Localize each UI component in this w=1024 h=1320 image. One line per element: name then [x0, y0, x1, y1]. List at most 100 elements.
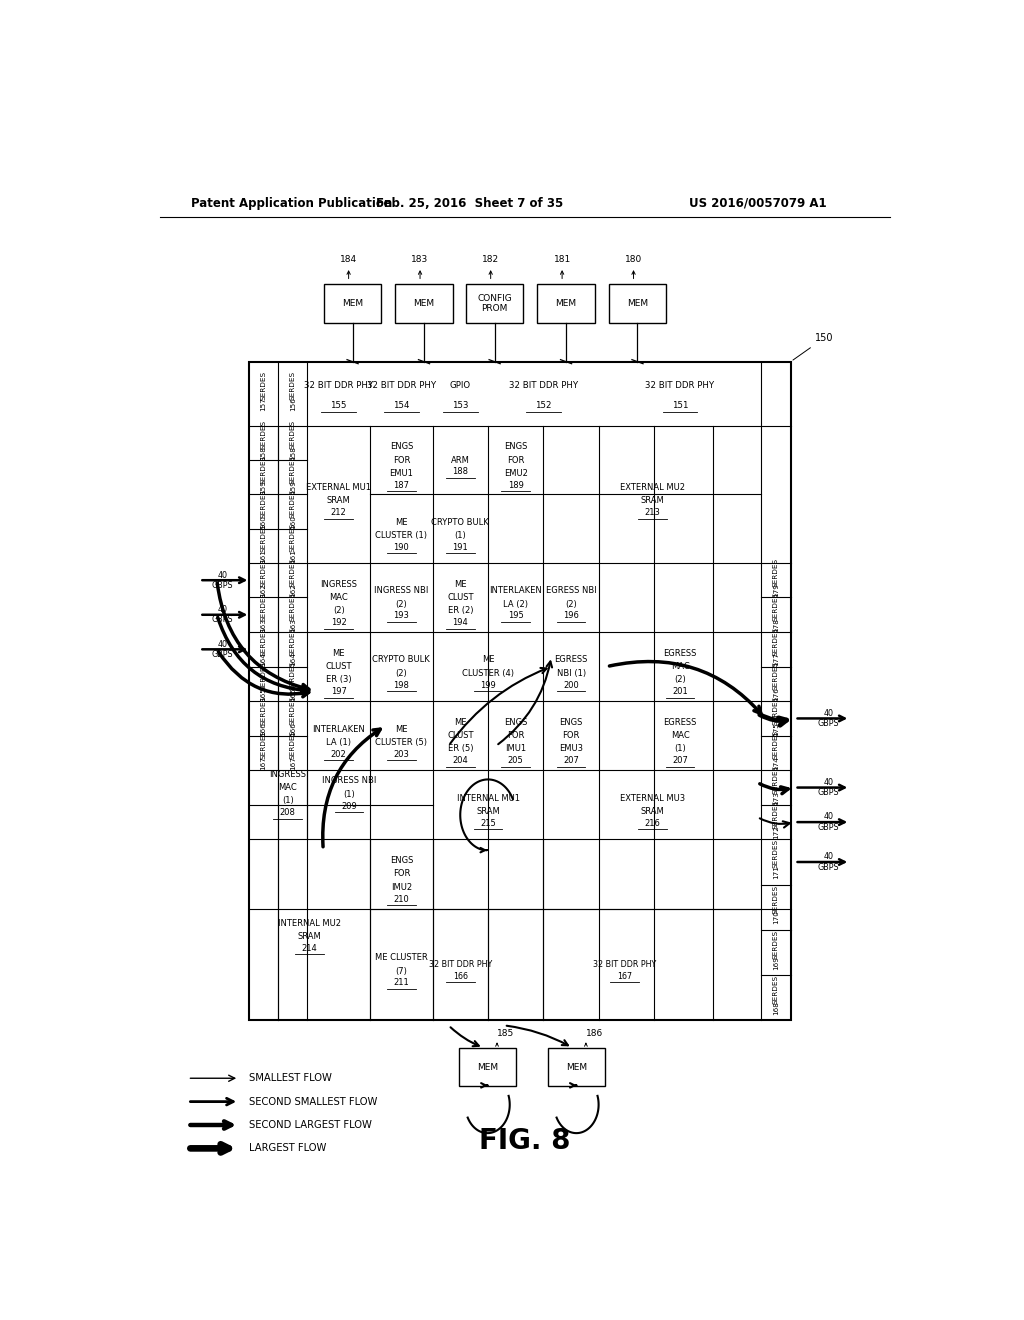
- Text: LA (2): LA (2): [503, 599, 528, 609]
- Text: (7): (7): [395, 966, 408, 975]
- Text: 205: 205: [508, 756, 523, 766]
- Text: 166: 166: [290, 722, 296, 735]
- Text: (2): (2): [395, 599, 408, 609]
- Text: SERDES: SERDES: [290, 730, 296, 759]
- Text: SERDES: SERDES: [773, 764, 779, 795]
- Text: 173: 173: [773, 791, 779, 805]
- FancyBboxPatch shape: [548, 1048, 605, 1086]
- Text: INGRESS NBI: INGRESS NBI: [374, 586, 428, 595]
- Text: FOR: FOR: [507, 731, 524, 741]
- Text: SERDES: SERDES: [773, 840, 779, 869]
- Text: MEM: MEM: [555, 300, 577, 309]
- Text: (2): (2): [565, 599, 577, 609]
- Text: SERDES: SERDES: [260, 661, 266, 690]
- Text: 162: 162: [290, 583, 296, 598]
- Text: ME: ME: [395, 725, 408, 734]
- Text: CLUST: CLUST: [447, 593, 473, 602]
- Text: MAC: MAC: [279, 783, 297, 792]
- Text: SERDES: SERDES: [773, 661, 779, 690]
- Text: 165: 165: [290, 688, 296, 701]
- Text: SERDES: SERDES: [260, 557, 266, 586]
- Text: 150: 150: [793, 334, 833, 360]
- Text: 195: 195: [508, 611, 523, 620]
- Text: 167: 167: [617, 972, 632, 981]
- Text: ME: ME: [454, 579, 467, 589]
- Text: 178: 178: [773, 618, 779, 632]
- Text: 203: 203: [393, 750, 410, 759]
- Text: 183: 183: [412, 255, 429, 264]
- Text: Feb. 25, 2016  Sheet 7 of 35: Feb. 25, 2016 Sheet 7 of 35: [376, 197, 563, 210]
- Text: CLUST: CLUST: [447, 731, 473, 741]
- Text: 169: 169: [773, 956, 779, 970]
- Text: 177: 177: [773, 652, 779, 667]
- Text: 152: 152: [536, 401, 552, 411]
- Text: (2): (2): [674, 676, 686, 684]
- Text: 32 BIT DDR PHY: 32 BIT DDR PHY: [509, 381, 578, 391]
- Text: SERDES: SERDES: [773, 730, 779, 759]
- Text: SERDES: SERDES: [260, 593, 266, 622]
- Text: EXTERNAL MU3: EXTERNAL MU3: [620, 793, 685, 803]
- Text: 40
GBPS: 40 GBPS: [818, 709, 840, 729]
- Text: 40
GBPS: 40 GBPS: [818, 853, 840, 871]
- Text: FOR: FOR: [562, 731, 580, 741]
- Text: 157: 157: [260, 397, 266, 411]
- Text: 162: 162: [260, 583, 266, 598]
- Text: 176: 176: [773, 688, 779, 701]
- Text: 196: 196: [563, 611, 579, 620]
- Text: ENGS: ENGS: [389, 857, 413, 865]
- Text: ER (2): ER (2): [447, 606, 473, 615]
- Text: EGRESS NBI: EGRESS NBI: [546, 586, 596, 595]
- Text: IMU2: IMU2: [391, 883, 412, 891]
- Text: ME: ME: [454, 718, 467, 727]
- Text: SERDES: SERDES: [290, 627, 296, 656]
- Text: SMALLEST FLOW: SMALLEST FLOW: [250, 1073, 333, 1084]
- Text: 189: 189: [508, 480, 523, 490]
- Text: 163: 163: [260, 618, 266, 632]
- Text: (1): (1): [282, 796, 294, 805]
- Text: SERDES: SERDES: [773, 593, 779, 622]
- Text: 215: 215: [480, 818, 496, 828]
- Text: (1): (1): [674, 744, 686, 754]
- Text: 166: 166: [260, 722, 266, 735]
- Text: 166: 166: [453, 972, 468, 981]
- FancyBboxPatch shape: [538, 284, 595, 323]
- Text: MEM: MEM: [627, 300, 648, 309]
- Text: 180: 180: [625, 255, 642, 264]
- Text: SERDES: SERDES: [773, 696, 779, 725]
- Text: 168: 168: [773, 1001, 779, 1015]
- Text: SERDES: SERDES: [290, 488, 296, 517]
- Text: 164: 164: [260, 652, 266, 667]
- Text: 192: 192: [331, 618, 346, 627]
- Text: 156: 156: [290, 397, 296, 411]
- Text: 170: 170: [773, 911, 779, 924]
- Text: ER (5): ER (5): [447, 744, 473, 754]
- Text: INTERLAKEN: INTERLAKEN: [489, 586, 542, 595]
- Text: 175: 175: [773, 722, 779, 735]
- Text: FIG. 8: FIG. 8: [479, 1127, 570, 1155]
- Text: ARM: ARM: [451, 455, 470, 465]
- Text: EXTERNAL MU1: EXTERNAL MU1: [306, 483, 371, 492]
- Text: CLUST: CLUST: [326, 663, 352, 671]
- Text: 171: 171: [773, 865, 779, 879]
- Text: SERDES: SERDES: [773, 975, 779, 1005]
- FancyBboxPatch shape: [395, 284, 453, 323]
- Text: 187: 187: [393, 480, 410, 490]
- Text: INTERLAKEN: INTERLAKEN: [312, 725, 365, 734]
- Text: GPIO: GPIO: [450, 381, 471, 391]
- Text: EGRESS: EGRESS: [554, 656, 588, 664]
- Text: 185: 185: [497, 1028, 514, 1038]
- Text: SERDES: SERDES: [773, 929, 779, 958]
- Text: ME: ME: [395, 517, 408, 527]
- FancyBboxPatch shape: [466, 284, 523, 323]
- Text: LA (1): LA (1): [327, 738, 351, 747]
- Text: 216: 216: [644, 818, 660, 828]
- Text: 159: 159: [290, 480, 296, 494]
- Text: EMU2: EMU2: [504, 469, 527, 478]
- Text: SERDES: SERDES: [260, 488, 266, 517]
- Text: 209: 209: [341, 801, 357, 810]
- Text: SRAM: SRAM: [640, 496, 665, 506]
- Text: SERDES: SERDES: [290, 557, 296, 586]
- Text: US 2016/0057079 A1: US 2016/0057079 A1: [689, 197, 826, 210]
- Text: 158: 158: [260, 446, 266, 459]
- Text: SERDES: SERDES: [290, 454, 296, 483]
